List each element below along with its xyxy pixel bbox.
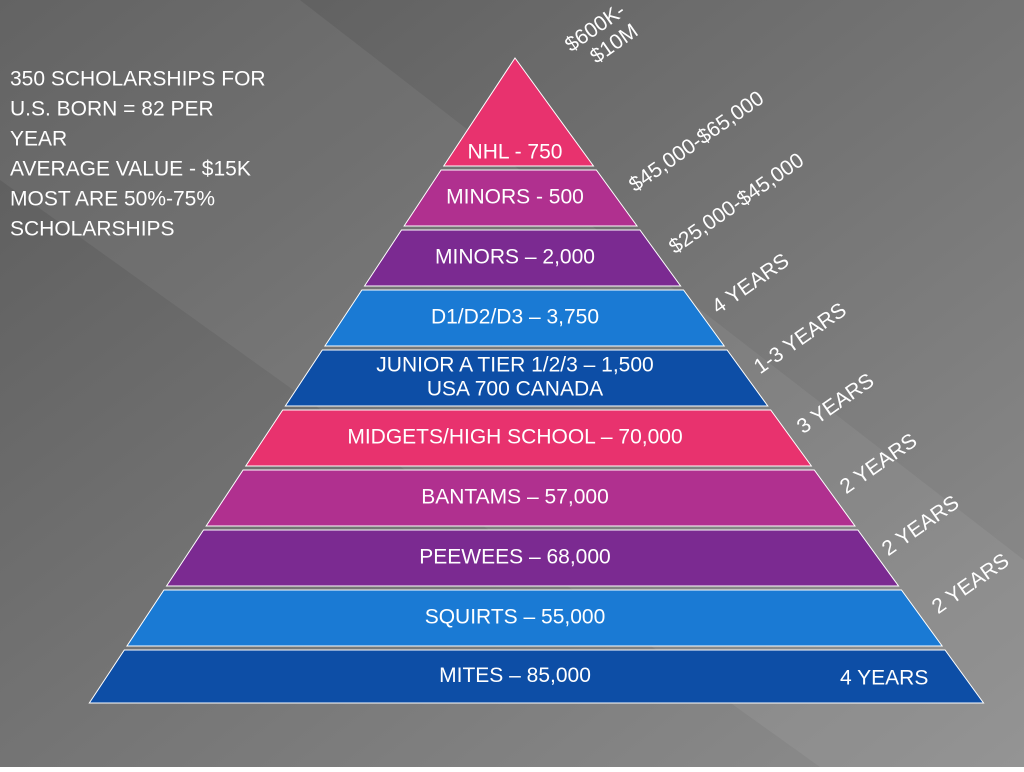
pyramid-level — [244, 409, 813, 467]
level-label: MINORS – 2,000 — [435, 246, 595, 269]
level-label: JUNIOR A TIER 1/2/3 – 1,500 — [376, 354, 653, 377]
pyramid-level — [323, 289, 726, 347]
level-label: MIDGETS/HIGH SCHOOL – 70,000 — [347, 426, 682, 449]
note-line: MOST ARE 50%-75% — [10, 188, 215, 211]
level-label: BANTAMS – 57,000 — [421, 486, 609, 509]
pyramid-level — [88, 649, 985, 704]
pyramid-level — [403, 169, 639, 227]
pyramid: NHL - 750 MINORS - 500 MINORS – 2,000 D1/D2… — [88, 57, 985, 704]
pyramid-level — [165, 529, 900, 587]
pyramid-level — [442, 57, 595, 167]
pyramid-level — [363, 229, 682, 287]
note-line: AVERAGE VALUE - $15K — [10, 158, 251, 181]
side-label-line: 4 YEARS — [840, 667, 928, 690]
note-line: U.S. BORN = 82 PER — [10, 98, 214, 121]
level-label: SQUIRTS – 55,000 — [425, 606, 606, 629]
pyramid-level — [205, 469, 856, 527]
note-line: 350 SCHOLARSHIPS FOR — [10, 68, 266, 91]
pyramid-level — [126, 589, 944, 647]
note: 350 SCHOLARSHIPS FOR U.S. BORN = 82 PER YE… — [10, 68, 266, 241]
level-label: PEEWEES – 68,000 — [419, 546, 610, 569]
note-line: SCHOLARSHIPS — [10, 218, 175, 241]
pyramid-level — [284, 349, 769, 407]
level-label: D1/D2/D3 – 3,750 — [431, 306, 599, 329]
level-label: MITES – 85,000 — [439, 664, 591, 687]
side-label: 4 YEARS — [840, 667, 928, 690]
level-label: USA 700 CANADA — [427, 378, 603, 401]
level-label: MINORS - 500 — [446, 186, 584, 209]
note-line: YEAR — [10, 128, 67, 151]
level-label: NHL - 750 — [468, 141, 563, 164]
